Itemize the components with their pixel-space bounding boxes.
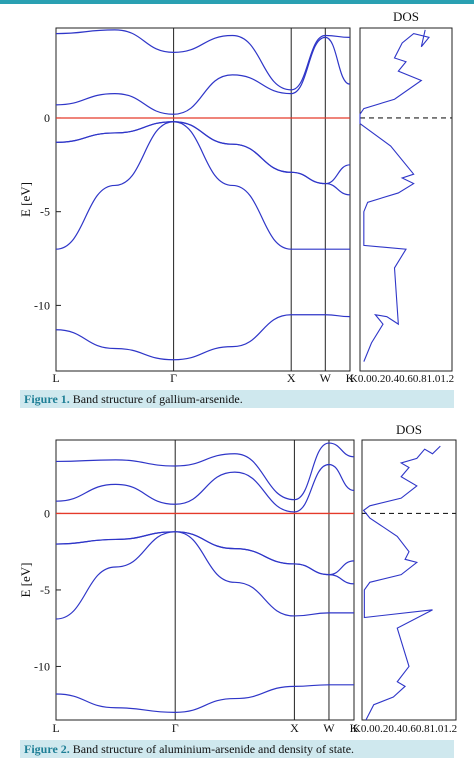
- y-tick-label: 0: [44, 111, 50, 125]
- y-tick-label: 0: [44, 506, 50, 520]
- dos-plot-frame: [361, 439, 457, 721]
- dos-curve: [362, 445, 441, 721]
- figure-2: L Γ X W K 0 -5 -10 E [eV] DOS K0.00.20.40.60.81.01…: [0, 410, 474, 740]
- kpoint-label: X: [290, 721, 299, 735]
- dos-x-tick-labels: K0.00.20.40.60.81.01.2: [353, 723, 457, 735]
- kpoint-label: L: [52, 721, 59, 735]
- figure-2-caption-label: Figure 2.: [24, 742, 70, 756]
- kpoint-label: K: [346, 371, 355, 385]
- kpoint-label: Γ: [170, 371, 177, 385]
- kpoint-label: K: [350, 721, 359, 735]
- band-line-6: [55, 29, 351, 91]
- band-line-1: [55, 684, 354, 713]
- band-line-5: [55, 36, 351, 115]
- band-line-2: [55, 121, 350, 250]
- top-accent-bar: [0, 0, 474, 4]
- band-line-6: [55, 442, 355, 501]
- figure-2-caption-text: Band structure of aluminium-arsenide and…: [69, 742, 355, 756]
- dos-title: DOS: [396, 422, 422, 437]
- band-structure-chart-2: L Γ X W K 0 -5 -10 E [eV] DOS K0.00.20.40.60.81.01…: [18, 422, 457, 735]
- y-tick-label: -10: [34, 298, 50, 312]
- y-tick-label: -5: [40, 205, 50, 219]
- kpoint-label: W: [320, 371, 332, 385]
- band-line-2: [55, 531, 354, 620]
- band-line-1: [55, 314, 351, 361]
- figure-2-caption: Figure 2. Band structure of aluminium-ar…: [20, 740, 454, 758]
- band-plot-frame: [55, 439, 355, 721]
- y-tick-label: -5: [40, 583, 50, 597]
- band-line-5: [55, 463, 355, 513]
- dos-plot-frame: [359, 27, 453, 372]
- y-tick-label: -10: [34, 659, 50, 673]
- y-axis-label: E [eV]: [18, 562, 33, 597]
- band-line-4: [55, 531, 355, 576]
- band-structure-chart-1: L Γ X W K 0 -5 -10 E [eV] DOS K0.00.20.40.60.81.01…: [18, 9, 454, 385]
- dos-x-tick-labels: K0.00.20.40.60.81.01.2: [350, 373, 454, 385]
- y-axis-label: E [eV]: [18, 182, 33, 217]
- kpoint-label: W: [323, 721, 335, 735]
- kpoint-label: L: [52, 371, 59, 385]
- dos-title: DOS: [393, 9, 419, 24]
- figure-1-caption-text: Band structure of gallium-arsenide.: [69, 392, 243, 406]
- figure-1: L Γ X W K 0 -5 -10 E [eV] DOS K0.00.20.40.60.81.01…: [0, 6, 474, 386]
- figure-1-caption: Figure 1. Band structure of gallium-arse…: [20, 390, 454, 408]
- kpoint-label: Γ: [172, 721, 179, 735]
- dos-curve: [359, 29, 430, 362]
- band-plot-frame: [55, 27, 351, 372]
- kpoint-label: X: [287, 371, 296, 385]
- band-line-4: [55, 121, 351, 185]
- figure-1-caption-label: Figure 1.: [24, 392, 70, 406]
